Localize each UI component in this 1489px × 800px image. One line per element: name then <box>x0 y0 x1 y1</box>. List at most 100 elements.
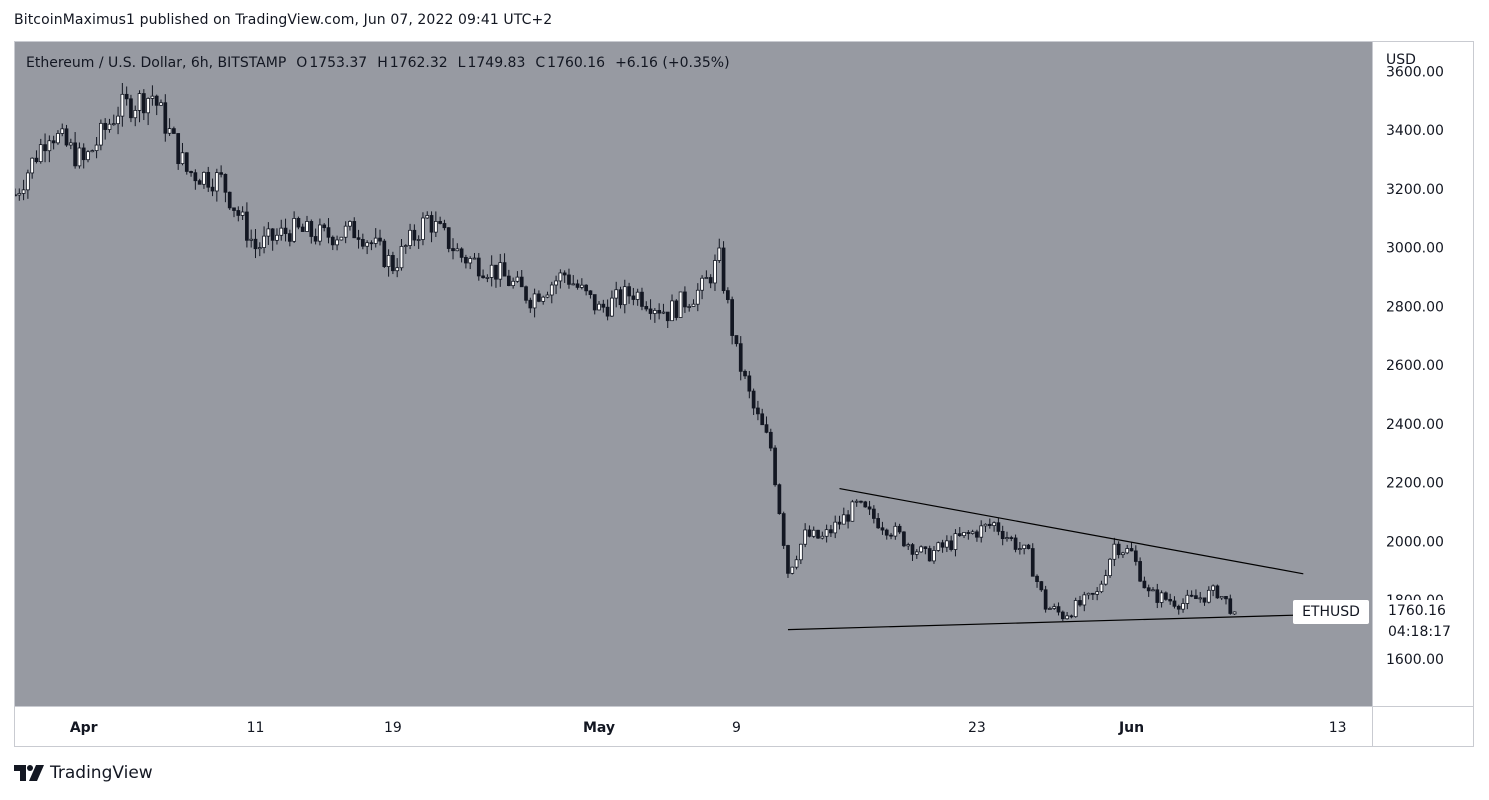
support-line[interactable] <box>787 614 1304 631</box>
candle <box>502 262 507 277</box>
candle <box>957 533 962 537</box>
candle <box>515 276 520 282</box>
candle <box>378 237 382 242</box>
candle <box>811 529 816 537</box>
candle <box>846 514 850 522</box>
candle <box>1073 600 1078 618</box>
candle <box>756 407 760 415</box>
candle <box>1129 548 1134 552</box>
legend-open: 1753.37 <box>309 55 368 71</box>
candle <box>1069 615 1074 618</box>
candle <box>1116 543 1121 556</box>
candle <box>1082 594 1087 606</box>
candle <box>1121 552 1125 556</box>
candle <box>850 501 855 522</box>
candle <box>1151 589 1155 592</box>
candle <box>940 542 945 548</box>
candle <box>923 546 928 549</box>
candle <box>983 523 988 527</box>
candle <box>339 236 344 241</box>
candle <box>279 227 284 236</box>
candle <box>1035 575 1039 582</box>
candle <box>1022 544 1027 549</box>
candle <box>451 248 455 252</box>
candle <box>506 275 511 287</box>
candle <box>597 303 601 311</box>
candle <box>927 548 932 562</box>
candle <box>99 122 103 146</box>
candle <box>1052 606 1057 609</box>
candle <box>554 280 558 286</box>
legend-close: 1760.16 <box>547 55 606 71</box>
candle <box>352 221 357 239</box>
price-tick-label: 3200.00 <box>1386 182 1444 198</box>
candle <box>743 370 747 377</box>
candle <box>249 238 254 241</box>
price-tick-label: 1600.00 <box>1386 652 1444 668</box>
candle <box>103 122 108 130</box>
plot-area[interactable] <box>15 42 1372 706</box>
candle <box>1176 605 1181 610</box>
candle <box>1202 597 1207 603</box>
time-scale[interactable] <box>15 706 1372 746</box>
candle <box>867 506 872 510</box>
candle <box>807 529 812 537</box>
bar-countdown: 04:18:17 <box>1388 624 1451 640</box>
candle <box>257 247 262 250</box>
candle <box>1060 611 1065 620</box>
candle <box>622 286 627 306</box>
candle <box>996 522 1001 532</box>
candle <box>1189 594 1194 597</box>
candle <box>1091 592 1095 595</box>
candle <box>232 207 236 211</box>
candle <box>343 225 348 238</box>
chart-frame[interactable]: 1600.001800.002000.002200.002400.002600.… <box>14 41 1474 747</box>
candle <box>253 238 258 250</box>
candle <box>528 299 533 309</box>
candle <box>1172 600 1177 607</box>
descending-resistance-line[interactable] <box>839 487 1304 575</box>
legend-change: +6.16 (+0.35%) <box>615 55 730 71</box>
candle <box>730 299 734 336</box>
candle <box>1168 598 1173 602</box>
candle <box>1206 589 1211 603</box>
candle <box>1009 537 1014 539</box>
candle <box>824 529 829 537</box>
candle <box>494 264 498 280</box>
symbol-label: ETHUSD <box>1293 600 1369 624</box>
candle <box>734 335 739 345</box>
candle <box>1125 548 1130 554</box>
candle <box>902 531 906 547</box>
candle <box>799 543 803 561</box>
legend-high: 1762.32 <box>389 55 448 71</box>
candle <box>713 260 717 284</box>
candle <box>872 508 876 519</box>
candle <box>562 272 567 276</box>
candle <box>549 284 554 296</box>
candle <box>695 289 700 305</box>
candle <box>653 310 657 314</box>
candle <box>1018 548 1022 550</box>
candle <box>360 239 365 247</box>
candle <box>206 171 211 188</box>
candle <box>51 140 56 144</box>
candle <box>575 283 580 288</box>
candle <box>184 152 189 172</box>
candle <box>889 534 893 537</box>
candle <box>124 93 129 100</box>
candlestick-chart[interactable]: 1600.001800.002000.002200.002400.002600.… <box>15 42 1473 746</box>
candle <box>545 294 550 298</box>
legend-close-key: C <box>535 55 546 71</box>
candle <box>588 290 593 295</box>
candle <box>455 248 460 252</box>
candle <box>1099 583 1104 593</box>
candle <box>433 221 438 233</box>
candle <box>704 277 709 279</box>
candle <box>382 240 387 267</box>
candle <box>223 173 228 193</box>
candle <box>605 306 610 317</box>
candle <box>1185 594 1190 604</box>
tradingview-logo[interactable]: TradingView <box>14 763 153 783</box>
candle <box>43 144 47 152</box>
candle <box>884 529 889 536</box>
